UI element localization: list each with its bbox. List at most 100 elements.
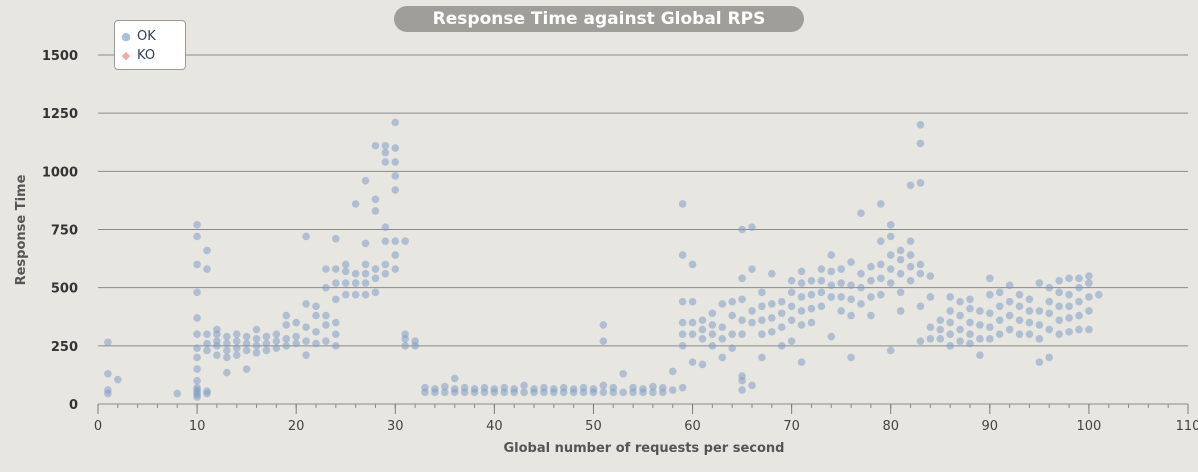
data-point-ok bbox=[728, 344, 736, 352]
data-point-ok bbox=[916, 121, 925, 129]
data-point-ok bbox=[916, 337, 925, 345]
data-point-ok bbox=[1025, 295, 1034, 304]
data-point-ok bbox=[797, 293, 806, 301]
data-point-ok bbox=[232, 344, 241, 352]
data-point-ok bbox=[827, 332, 836, 341]
data-point-ok bbox=[986, 274, 994, 283]
data-point-ok bbox=[748, 307, 756, 315]
data-point-ok bbox=[758, 330, 766, 339]
data-point-ok bbox=[341, 279, 350, 287]
data-point-ok bbox=[223, 368, 231, 377]
data-point-ok bbox=[510, 385, 518, 393]
y-tick-label: 250 bbox=[51, 340, 78, 355]
data-point-ok bbox=[936, 316, 945, 325]
data-point-ok bbox=[936, 325, 945, 334]
data-point-ok bbox=[391, 172, 400, 180]
data-point-ok bbox=[877, 290, 885, 299]
data-point-ok bbox=[847, 295, 855, 304]
data-point-ok bbox=[768, 269, 776, 278]
data-point-ok bbox=[896, 307, 905, 315]
data-point-ok bbox=[1005, 325, 1014, 334]
data-point-ok bbox=[659, 383, 667, 392]
data-point-ok bbox=[1085, 279, 1093, 287]
data-point-ok bbox=[748, 265, 756, 273]
data-point-ok bbox=[232, 351, 241, 359]
data-point-ok bbox=[797, 267, 806, 276]
data-point-ok bbox=[391, 144, 400, 152]
data-point-ok bbox=[966, 339, 974, 348]
data-point-ok bbox=[827, 281, 836, 290]
data-point-ok bbox=[926, 335, 935, 343]
data-point-ok bbox=[986, 309, 994, 318]
x-tick-label: 0 bbox=[94, 419, 102, 434]
data-point-ok bbox=[332, 342, 340, 350]
data-point-ok bbox=[242, 339, 251, 348]
data-point-ok bbox=[728, 330, 736, 339]
data-point-ok bbox=[550, 385, 558, 393]
data-point-ok bbox=[530, 385, 538, 393]
data-point-ok bbox=[312, 311, 320, 320]
data-point-ok bbox=[361, 239, 370, 248]
data-point-ok bbox=[649, 388, 657, 397]
data-point-ok bbox=[837, 293, 845, 301]
data-point-ok bbox=[877, 237, 885, 245]
data-point-ok bbox=[857, 209, 865, 218]
data-point-ok bbox=[193, 353, 201, 362]
data-point-ok bbox=[262, 339, 271, 348]
data-point-ok bbox=[391, 265, 400, 273]
data-point-ok bbox=[490, 385, 499, 393]
y-tick-label: 0 bbox=[69, 398, 78, 413]
data-point-ok bbox=[361, 269, 370, 278]
data-point-ok bbox=[995, 316, 1004, 325]
data-point-ok bbox=[668, 386, 677, 394]
data-point-ok bbox=[758, 316, 766, 325]
data-point-ok bbox=[827, 293, 836, 301]
y-tick-label: 1500 bbox=[42, 49, 78, 64]
data-point-ok bbox=[708, 321, 717, 329]
data-point-ok bbox=[886, 279, 895, 287]
data-point-ok bbox=[411, 337, 419, 345]
data-point-ok bbox=[203, 339, 211, 348]
data-point-ok bbox=[193, 260, 201, 269]
data-point-ok bbox=[956, 311, 964, 320]
data-point-ok bbox=[886, 221, 895, 229]
data-point-ok bbox=[629, 383, 637, 392]
legend-item-ko[interactable]: ◆ KO bbox=[115, 46, 185, 65]
data-point-ok bbox=[847, 281, 855, 290]
data-point-ok bbox=[559, 383, 568, 392]
data-point-ok bbox=[431, 385, 439, 393]
data-point-ok bbox=[1075, 283, 1083, 292]
x-tick-label: 110 bbox=[1176, 419, 1198, 434]
x-tick-label: 50 bbox=[585, 419, 602, 434]
data-point-ok bbox=[906, 262, 915, 271]
data-point-ok bbox=[807, 276, 816, 285]
data-point-ok bbox=[381, 158, 390, 166]
data-point-ok bbox=[1035, 335, 1044, 343]
data-point-ok bbox=[708, 342, 717, 350]
data-point-ok bbox=[252, 325, 261, 334]
data-point-ok bbox=[302, 351, 310, 359]
data-point-ok bbox=[312, 339, 320, 348]
data-point-ok bbox=[768, 300, 776, 308]
data-point-ok bbox=[976, 307, 984, 315]
data-point-ok bbox=[332, 235, 340, 243]
data-point-ok bbox=[827, 251, 836, 259]
data-point-ok bbox=[797, 321, 806, 329]
legend-item-ok[interactable]: ● OK bbox=[115, 27, 185, 46]
data-point-ok bbox=[193, 314, 201, 322]
data-point-ok bbox=[946, 293, 954, 301]
data-point-ok bbox=[956, 337, 964, 345]
data-point-ok bbox=[203, 246, 211, 255]
data-point-ok bbox=[322, 337, 330, 345]
data-point-ok bbox=[391, 186, 400, 194]
data-point-ok bbox=[450, 374, 459, 383]
data-point-ok bbox=[1045, 325, 1054, 334]
data-point-ok bbox=[857, 283, 865, 292]
data-point-ok bbox=[322, 283, 330, 292]
data-point-ok bbox=[381, 223, 390, 231]
data-point-ok bbox=[946, 307, 954, 315]
data-point-ok bbox=[678, 251, 687, 259]
data-point-ok bbox=[956, 325, 964, 334]
data-point-ok bbox=[104, 338, 112, 347]
data-point-ok bbox=[322, 311, 330, 320]
